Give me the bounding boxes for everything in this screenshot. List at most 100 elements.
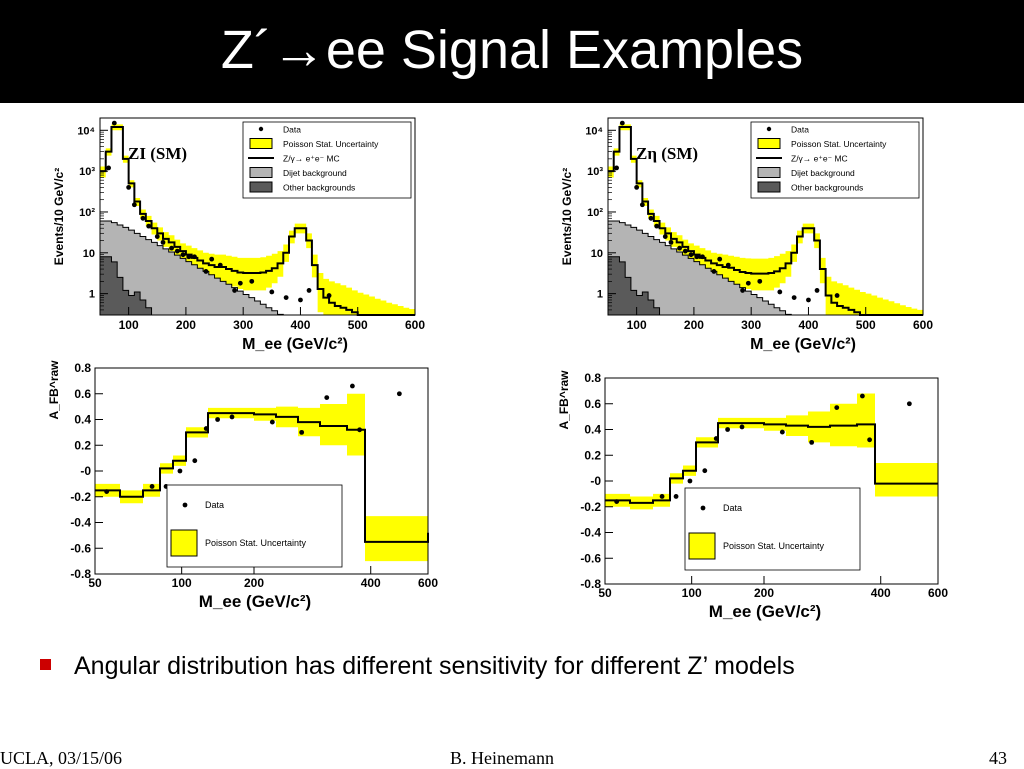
- data-point: [814, 288, 820, 293]
- data-point: [614, 165, 619, 171]
- x-tick-label: 100: [119, 318, 139, 332]
- legend-uncertainty-swatch: [170, 529, 198, 557]
- x-axis-label: M_ee (GeV/c²): [750, 336, 856, 353]
- legend-label: Z/γ→ e⁺e⁻ MC: [283, 154, 340, 164]
- bullet-marker: [40, 659, 51, 670]
- data-point: [725, 427, 730, 432]
- data-point: [186, 254, 192, 260]
- data-point: [283, 295, 289, 301]
- data-point: [634, 184, 640, 190]
- legend-label: Poisson Stat. Uncertainty: [205, 538, 307, 548]
- x-tick-label: 600: [928, 586, 948, 600]
- legend-uncertainty-swatch: [688, 532, 716, 560]
- legend-dijet-swatch: [249, 167, 273, 178]
- x-tick-label: 400: [871, 586, 891, 600]
- afb-svg-zeta: 0.8 0.6 0.4 0.2 -0 -0.2 -0.4 -0.6 -0.850 100 200 40…: [557, 370, 948, 621]
- afb-plot-zi: 0.8 0.6 0.4 0.2 -0 -0.2 -0.4 -0.6 -0.8 50 100 200 40…: [40, 360, 440, 620]
- legend-data-marker: [258, 126, 264, 132]
- y-tick-label: 10³: [587, 166, 603, 178]
- data-point: [614, 499, 620, 504]
- y-tick-label: 10: [591, 248, 603, 260]
- legend-other-swatch: [757, 181, 781, 193]
- data-point: [809, 439, 815, 445]
- data-point: [232, 288, 237, 293]
- dijet-background-histogram: [607, 220, 792, 316]
- y-tick-label: 10²: [79, 207, 95, 219]
- dijet-background-histogram: [99, 220, 284, 316]
- model-label: Zη (SM): [636, 144, 698, 163]
- data-point: [177, 468, 183, 474]
- uncertainty-band: [605, 393, 938, 510]
- y-tick-label: 10³: [79, 166, 95, 178]
- data-point: [149, 484, 155, 489]
- y-tick-label: -0.6: [70, 541, 91, 555]
- mass-spectrum-svg-zi: 1 10 10² 10³ 10⁴ 100 200 300 400 500 600 M_ee (GeV/…: [52, 117, 425, 353]
- data-point: [806, 297, 811, 303]
- data-point: [237, 280, 243, 286]
- data-point: [249, 278, 255, 284]
- data-point: [659, 494, 665, 499]
- legend-data-marker: [700, 505, 706, 511]
- data-point: [131, 202, 137, 208]
- data-point: [160, 239, 166, 245]
- data-point: [192, 458, 198, 464]
- data-point: [326, 293, 332, 298]
- data-point: [668, 239, 674, 245]
- legend-label: Poisson Stat. Uncertainty: [723, 541, 825, 551]
- data-point: [725, 262, 731, 268]
- y-tick-label: 0.8: [74, 361, 91, 375]
- x-axis-label: M_ee (GeV/c²): [709, 602, 821, 621]
- mc-histogram-line: [608, 126, 923, 316]
- data-point: [834, 405, 840, 411]
- y-tick-label: 10⁴: [585, 125, 603, 137]
- footer-right: 43: [989, 748, 1007, 768]
- slide-title: Z´→ee Signal Examples: [220, 20, 804, 80]
- legend-data-marker: [182, 502, 188, 508]
- data-point: [740, 288, 745, 293]
- data-point: [673, 494, 679, 499]
- x-tick-label: 50: [88, 576, 102, 590]
- mc-histogram-line: [95, 412, 429, 543]
- data-point: [639, 202, 645, 208]
- x-tick-label: 100: [627, 318, 647, 332]
- legend-label: Z/γ→ e⁺e⁻ MC: [791, 154, 848, 164]
- plot-frame: [99, 117, 416, 316]
- uncertainty-band: [608, 124, 923, 315]
- x-axis-label: M_ee (GeV/c²): [199, 592, 311, 611]
- y-tick-label: -0.4: [70, 516, 91, 530]
- legend-label: Data: [283, 125, 301, 135]
- y-tick-label: 1: [597, 289, 603, 301]
- y-tick-label: -0.4: [580, 526, 601, 540]
- x-tick-label: 300: [741, 318, 761, 332]
- x-tick-label: 500: [856, 318, 876, 332]
- legend-label: Poisson Stat. Uncertainty: [283, 139, 379, 149]
- data-point: [648, 215, 654, 221]
- data-point: [702, 468, 708, 474]
- data-point: [104, 489, 110, 494]
- x-tick-label: 50: [598, 586, 612, 600]
- data-point: [777, 289, 783, 295]
- data-point: [217, 262, 223, 268]
- legend-label: Data: [723, 503, 742, 513]
- data-point: [203, 269, 209, 274]
- data-point: [687, 478, 693, 484]
- x-tick-label: 400: [798, 318, 818, 332]
- legend-label: Dijet background: [791, 168, 855, 178]
- data-point: [396, 391, 402, 397]
- legend-label: Data: [205, 500, 224, 510]
- y-axis-label: Events/10 GeV/c²: [560, 168, 574, 265]
- y-tick-label: 1: [89, 289, 95, 301]
- legend-label: Data: [791, 125, 809, 135]
- data-point: [192, 254, 197, 260]
- y-tick-label: -0: [590, 474, 601, 488]
- data-point: [682, 248, 688, 254]
- data-point: [140, 215, 146, 221]
- data-point: [306, 288, 312, 293]
- mass-spectrum-plot-zeta: 1 10 10² 10³ 10⁴ 100 200 300 400 500 600 M_ee (GeV/…: [553, 110, 948, 355]
- legend-uncertainty-swatch: [757, 138, 781, 149]
- uncertainty-band: [95, 393, 428, 562]
- data-point: [126, 184, 132, 190]
- data-point: [717, 256, 723, 262]
- y-tick-label: 0.2: [74, 438, 91, 452]
- data-point: [677, 245, 682, 251]
